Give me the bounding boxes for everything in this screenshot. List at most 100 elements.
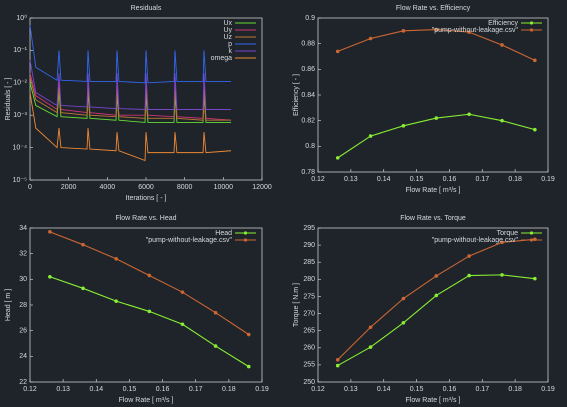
data-point	[180, 322, 185, 327]
legend-marker	[529, 238, 534, 242]
y-tick-label: 0.78	[301, 169, 315, 176]
data-point	[180, 290, 185, 294]
y-tick-label: 10⁻¹	[13, 47, 27, 54]
x-tick-label: 0.12	[23, 386, 37, 393]
data-point	[533, 58, 537, 63]
series-line	[29, 76, 232, 121]
y-tick-label: 280	[303, 276, 315, 283]
x-tick-label: 0.16	[156, 386, 170, 393]
data-point	[335, 363, 340, 368]
data-point	[500, 273, 504, 277]
data-point	[500, 43, 504, 47]
chart-title: Flow Rate vs. Torque	[400, 215, 466, 222]
x-tick-label: 0.16	[443, 386, 457, 393]
data-point	[401, 124, 406, 128]
x-tick-label: 2000	[61, 184, 77, 191]
y-tick-label: 10⁻⁵	[13, 177, 27, 184]
legend-label: Uy	[223, 27, 232, 34]
legend-label: Ux	[223, 20, 232, 27]
legend-marker	[243, 238, 248, 242]
data-point	[467, 112, 471, 117]
x-tick-label: 0.17	[475, 386, 489, 393]
data-point	[434, 27, 439, 32]
data-point	[401, 296, 406, 301]
x-tick-label: 4000	[100, 184, 116, 191]
x-tick-label: 0.19	[541, 176, 555, 183]
x-axis-label: Flow Rate [ m³/s ]	[119, 397, 174, 404]
legend-label: "pump-without-leakage.csv"	[146, 237, 233, 244]
series-line	[29, 92, 232, 162]
y-axis-label: Residuals [ - ]	[5, 78, 12, 121]
data-point	[401, 320, 406, 325]
legend-label: k	[229, 48, 233, 55]
x-tick-label: 0.13	[344, 176, 358, 183]
legend-label: Torque	[497, 230, 519, 237]
data-point	[114, 299, 118, 303]
data-point	[434, 274, 439, 278]
y-tick-label: 295	[303, 225, 315, 232]
y-axis-label: Torque [ N.m ]	[293, 283, 300, 327]
y-tick-label: 0.86	[301, 66, 315, 73]
data-point	[368, 325, 373, 330]
legend-label: "pump-without-leakage.csv"	[432, 237, 519, 244]
y-tick-label: 34	[19, 225, 27, 232]
legend-marker	[529, 28, 534, 32]
data-point	[500, 118, 504, 123]
x-tick-label: 0.12	[311, 386, 325, 393]
x-tick-label: 0.15	[410, 176, 424, 183]
legend-label: Head	[215, 230, 232, 237]
data-point	[81, 286, 85, 291]
x-tick-label: 0.18	[508, 386, 522, 393]
y-tick-label: 24	[19, 353, 27, 360]
legend-label: Efficiency	[488, 20, 518, 27]
data-point	[48, 230, 52, 234]
chart-title: Flow Rate vs. Head	[115, 215, 176, 222]
y-tick-label: 10⁰	[16, 14, 27, 22]
x-tick-label: 0.13	[56, 386, 70, 393]
y-tick-label: 22	[19, 379, 27, 386]
x-tick-label: 0.18	[222, 386, 236, 393]
y-tick-label: 0.88	[301, 41, 315, 48]
data-point	[335, 357, 340, 362]
plot-frame	[317, 227, 549, 383]
y-tick-label: 255	[303, 362, 315, 369]
legend-marker	[243, 231, 248, 235]
y-tick-label: 260	[303, 345, 315, 352]
y-axis-label: Efficiency [ - ]	[293, 74, 300, 116]
data-point	[114, 257, 118, 261]
x-tick-label: 0.19	[541, 386, 555, 393]
x-tick-label: 0.15	[410, 386, 424, 393]
chart-title: Flow Rate vs. Efficiency	[396, 5, 471, 12]
data-point	[533, 127, 537, 132]
x-tick-label: 0.18	[508, 176, 522, 183]
x-tick-label: 0.16	[443, 176, 457, 183]
x-tick-label: 0.15	[123, 386, 137, 393]
data-point	[213, 310, 218, 315]
x-axis-label: Flow Rate [ m³/s ]	[406, 397, 461, 404]
data-point	[246, 364, 251, 369]
data-point	[147, 309, 152, 314]
legend-label: Uz	[223, 34, 232, 41]
data-point	[81, 242, 85, 247]
y-tick-label: 250	[303, 379, 315, 386]
legend-marker	[529, 21, 534, 25]
series-line	[29, 60, 232, 110]
data-point	[335, 156, 340, 160]
data-point	[213, 344, 218, 348]
x-tick-label: 0.12	[311, 176, 325, 183]
data-point	[467, 254, 471, 258]
data-point	[246, 332, 251, 337]
data-point	[368, 345, 373, 349]
x-tick-label: 8000	[177, 184, 193, 191]
legend-marker	[529, 231, 534, 235]
data-point	[500, 240, 504, 245]
chart-title: Residuals	[131, 5, 162, 12]
y-tick-label: 0.8	[305, 143, 315, 150]
y-tick-label: 0.84	[301, 92, 315, 99]
y-tick-label: 10⁻⁴	[13, 144, 28, 151]
y-tick-label: 28	[19, 302, 27, 309]
y-tick-label: 270	[303, 310, 315, 317]
x-tick-label: 0.17	[475, 176, 489, 183]
data-point	[368, 36, 373, 41]
data-point	[401, 29, 406, 33]
